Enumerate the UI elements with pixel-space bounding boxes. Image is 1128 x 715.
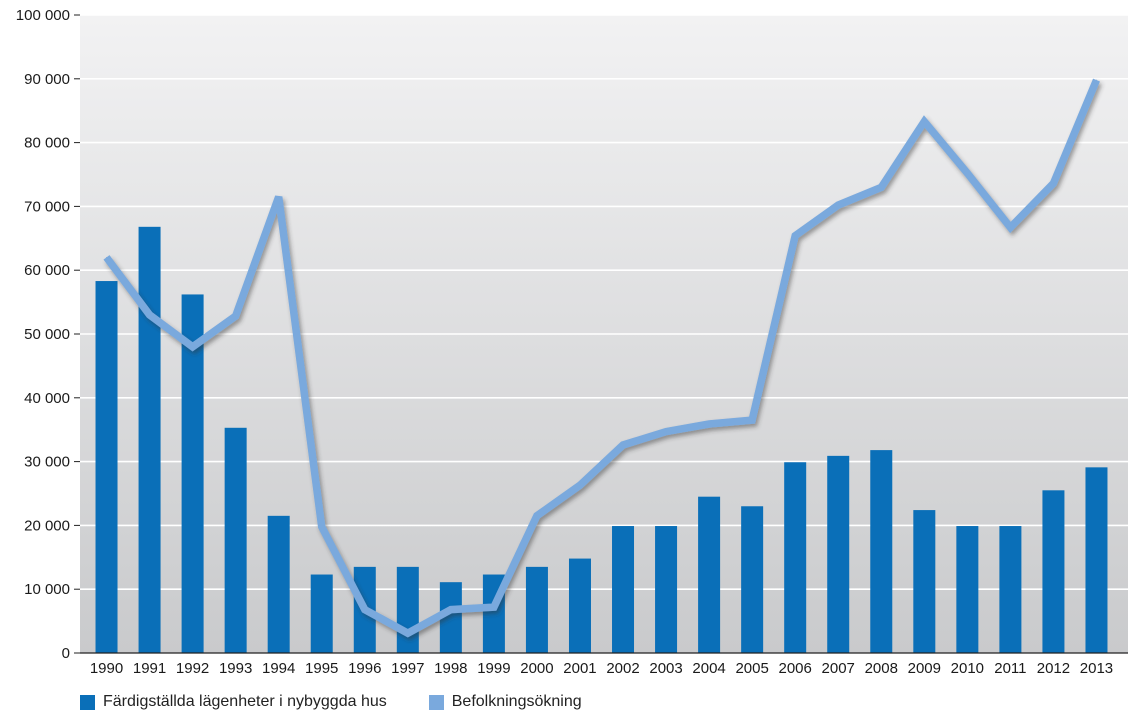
bar — [224, 427, 247, 653]
x-axis: 1990 1991 1992 1993 1994 1995 1996 1997 1998 1999… — [90, 660, 1113, 677]
y-axis: 0 10 000 20 000 30 000 40 000 50 000 60 000 70 … — [16, 7, 80, 662]
x-tick-label: 2009 — [908, 660, 941, 677]
line-point — [364, 609, 366, 611]
bar-series — [95, 226, 1108, 654]
line-point — [192, 346, 194, 348]
line-point — [1052, 182, 1054, 184]
x-tick-label: 1995 — [305, 660, 338, 677]
line-point — [708, 423, 710, 425]
legend-label-line: Befolkningsökning — [451, 693, 582, 710]
bar — [525, 566, 548, 653]
bar — [396, 566, 419, 653]
x-tick-label: 1993 — [219, 660, 252, 677]
legend-swatch-bars — [80, 694, 95, 710]
legend-item-bars: Färdigställda lägenheter i nybyggda hus — [80, 693, 387, 711]
legend-item-line: Befolkningsökning — [428, 693, 582, 711]
x-tick-label: 2005 — [735, 660, 768, 677]
x-tick-label: 2012 — [1037, 660, 1070, 677]
x-tick-label: 2006 — [779, 660, 812, 677]
series-line — [103, 78, 1100, 638]
line-point — [149, 314, 151, 316]
bar — [913, 510, 936, 653]
bar — [698, 496, 721, 653]
bar — [612, 526, 635, 653]
chart: 0 10 000 20 000 30 000 40 000 50 000 60 000 70 … — [16, 7, 1128, 677]
y-tick-label: 10 000 — [24, 581, 70, 598]
bar — [439, 582, 462, 653]
line-point — [321, 526, 323, 528]
line-point — [923, 121, 925, 123]
bar — [655, 526, 678, 653]
x-tick-label: 2011 — [994, 660, 1026, 677]
x-tick-label: 1996 — [348, 660, 381, 677]
bar — [95, 281, 118, 653]
bar — [741, 506, 764, 653]
x-tick-label: 2002 — [606, 660, 639, 677]
line-point — [837, 204, 839, 206]
bar — [138, 226, 161, 654]
line-point — [450, 609, 452, 611]
x-tick-label: 1991 — [133, 660, 166, 677]
line-point — [966, 172, 968, 174]
x-tick-label: 1998 — [434, 660, 467, 677]
x-tick-label: 2003 — [649, 660, 682, 677]
x-tick-label: 2004 — [692, 660, 725, 677]
line-point — [665, 431, 667, 433]
y-tick-label: 80 000 — [24, 135, 70, 152]
bar — [870, 450, 893, 653]
x-tick-label: 2007 — [822, 660, 855, 677]
bar — [784, 462, 807, 653]
bar — [956, 526, 979, 653]
y-tick-label: 30 000 — [24, 454, 70, 471]
bar — [827, 455, 850, 653]
bar — [568, 558, 591, 653]
x-tick-label: 2001 — [563, 660, 596, 677]
line-point — [235, 315, 237, 317]
line-point — [622, 444, 624, 446]
legend-label-bars: Färdigställda lägenheter i nybyggda hus — [103, 693, 387, 710]
bar — [181, 294, 204, 653]
x-tick-label: 1990 — [90, 660, 123, 677]
y-tick-label: 90 000 — [24, 71, 70, 88]
line-point — [493, 606, 495, 608]
line-point — [880, 186, 882, 188]
line-series — [103, 78, 1100, 638]
line-point — [751, 419, 753, 421]
bar — [310, 574, 333, 653]
y-tick-label: 40 000 — [24, 390, 70, 407]
bar — [1042, 490, 1065, 653]
y-tick-label: 100 000 — [16, 7, 70, 24]
legend-swatch-line — [428, 694, 444, 710]
line-point — [106, 256, 108, 258]
x-tick-label: 1992 — [176, 660, 209, 677]
line-point — [1009, 226, 1011, 228]
y-tick-label: 70 000 — [24, 198, 70, 215]
line-point — [1095, 79, 1097, 81]
x-tick-label: 2013 — [1080, 660, 1113, 677]
line-point — [579, 484, 581, 486]
y-tick-label: 50 000 — [24, 326, 70, 343]
line-point — [794, 235, 796, 237]
x-tick-label: 2010 — [951, 660, 984, 677]
y-tick-label: 0 — [62, 645, 70, 662]
x-tick-label: 1994 — [262, 660, 295, 677]
x-tick-label: 2008 — [865, 660, 898, 677]
x-tick-label: 2000 — [520, 660, 553, 677]
y-tick-label: 60 000 — [24, 262, 70, 279]
bar — [999, 526, 1022, 653]
bar — [1085, 467, 1108, 653]
line-point — [536, 515, 538, 517]
bar — [267, 515, 290, 653]
line-point — [278, 196, 280, 198]
line-point — [407, 632, 409, 634]
x-tick-label: 1997 — [391, 660, 424, 677]
y-tick-label: 20 000 — [24, 517, 70, 534]
x-tick-label: 1999 — [477, 660, 510, 677]
legend: Färdigställda lägenheter i nybyggda hus … — [80, 693, 624, 711]
